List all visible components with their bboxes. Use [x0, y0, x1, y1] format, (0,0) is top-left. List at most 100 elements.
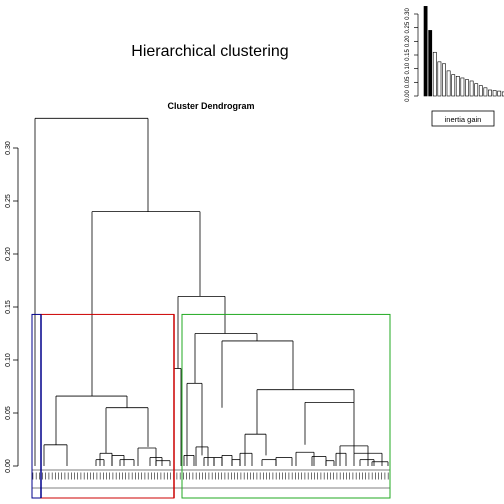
leaf-label: | [54, 473, 56, 480]
inertia-legend-label: inertia gain [445, 115, 482, 124]
leaf-label: | [64, 473, 66, 480]
leaf-label: | [230, 473, 232, 480]
inertia-y-tick-label: 0.05 [405, 76, 411, 88]
leaf-label: | [170, 473, 172, 480]
leaf-label: | [176, 473, 178, 480]
leaf-label: | [45, 473, 47, 480]
leaf-label: | [266, 473, 268, 480]
inertia-y-tick-label: 0.10 [405, 62, 411, 74]
leaf-label: | [352, 473, 354, 480]
leaf-label: | [48, 473, 50, 480]
inertia-bar [446, 70, 451, 97]
leaf-label: | [262, 473, 264, 480]
inertia-bar [492, 90, 497, 97]
leaf-label: | [342, 473, 344, 480]
leaf-label: | [198, 473, 200, 480]
leaf-label: | [259, 473, 261, 480]
leaf-label: | [144, 473, 146, 480]
leaf-label: | [291, 473, 293, 480]
leaf-label: | [157, 473, 159, 480]
inertia-bar [497, 90, 502, 97]
leaf-label: | [304, 473, 306, 480]
leaf-label: | [147, 473, 149, 480]
inertia-bars [423, 6, 504, 97]
inertia-bar [455, 76, 460, 97]
leaf-label: | [218, 473, 220, 480]
leaf-label: | [227, 473, 229, 480]
leaf-label: | [96, 473, 98, 480]
leaf-label: | [195, 473, 197, 480]
leaf-label: | [275, 473, 277, 480]
leaf-label: | [339, 473, 341, 480]
cluster-rect [31, 313, 42, 499]
leaf-label: | [294, 473, 296, 480]
leaf-label: | [378, 473, 380, 480]
dendrogram-leaf-labels: | | | | | | | | | | | | | | | | | | | | | | | | | | | | | | | | | | | | | | | |… [31, 469, 391, 489]
leaf-label: | [326, 473, 328, 480]
leaf-label: | [224, 473, 226, 480]
leaf-label: | [333, 473, 335, 480]
dendrogram-tree [34, 117, 389, 466]
inertia-y-tick-label: 0.15 [405, 49, 411, 61]
leaf-label: | [61, 473, 63, 480]
inertia-y-tick-label: 0.30 [405, 8, 411, 20]
leaf-label: | [202, 473, 204, 480]
leaf-label: | [102, 473, 104, 480]
leaf-label: | [221, 473, 223, 480]
leaf-label: | [58, 473, 60, 480]
inertia-bar [460, 77, 465, 97]
leaf-label: | [346, 473, 348, 480]
inertia-bar [474, 83, 479, 97]
leaf-label: | [368, 473, 370, 480]
inertia-bar [488, 89, 492, 97]
inertia-gain-chart: 0.00 0.05 0.100.15 0.20 0.250.30 inertia gai… [405, 6, 504, 127]
leaf-label: | [186, 473, 188, 480]
leaf-label: | [138, 473, 140, 480]
leaf-label: | [179, 473, 181, 480]
leaf-label: | [272, 473, 274, 480]
leaf-label: | [86, 473, 88, 480]
leaf-label: | [285, 473, 287, 480]
leaf-label: | [310, 473, 312, 480]
leaf-label: | [163, 473, 165, 480]
inertia-bar [483, 87, 488, 97]
dendrogram-y-axis: 0.00 0.05 0.10 0.15 0.20 0.25 0.30 [5, 141, 19, 473]
inertia-bar [437, 61, 442, 97]
leaf-label: | [374, 473, 376, 480]
leaf-label: | [83, 473, 85, 480]
inertia-bar [451, 74, 456, 97]
leaf-label: | [371, 473, 373, 480]
leaf-label: | [150, 473, 152, 480]
leaf-label: | [74, 473, 76, 480]
inertia-bar [478, 85, 483, 97]
leaf-label: | [109, 473, 111, 480]
leaf-label: | [256, 473, 258, 480]
leaf-label: | [362, 473, 364, 480]
leaf-label: | [246, 473, 248, 480]
leaf-label: | [250, 473, 252, 480]
leaf-label: | [214, 473, 216, 480]
cluster-rect [181, 313, 391, 499]
leaf-label: | [336, 473, 338, 480]
y-tick-label: 0.20 [5, 247, 12, 261]
leaf-label: | [125, 473, 127, 480]
leaf-label: | [106, 473, 108, 480]
leaf-label: | [320, 473, 322, 480]
leaf-label: | [122, 473, 124, 480]
inertia-y-tick-label: 0.20 [405, 35, 411, 47]
leaf-label: | [38, 473, 40, 480]
inertia-y-tick-label: 0.00 [405, 90, 411, 102]
cluster-rectangles [31, 313, 391, 499]
leaf-label: | [115, 473, 117, 480]
leaf-label: | [160, 473, 162, 480]
inertia-bar [423, 6, 428, 97]
leaf-label: | [166, 473, 168, 480]
dendrogram-title: Cluster Dendrogram [167, 101, 254, 111]
leaf-label: | [80, 473, 82, 480]
leaf-label: | [70, 473, 72, 480]
leaf-label: | [189, 473, 191, 480]
leaf-label: | [211, 473, 213, 480]
leaf-label: | [99, 473, 101, 480]
figure-title: Hierarchical clustering [131, 43, 288, 60]
